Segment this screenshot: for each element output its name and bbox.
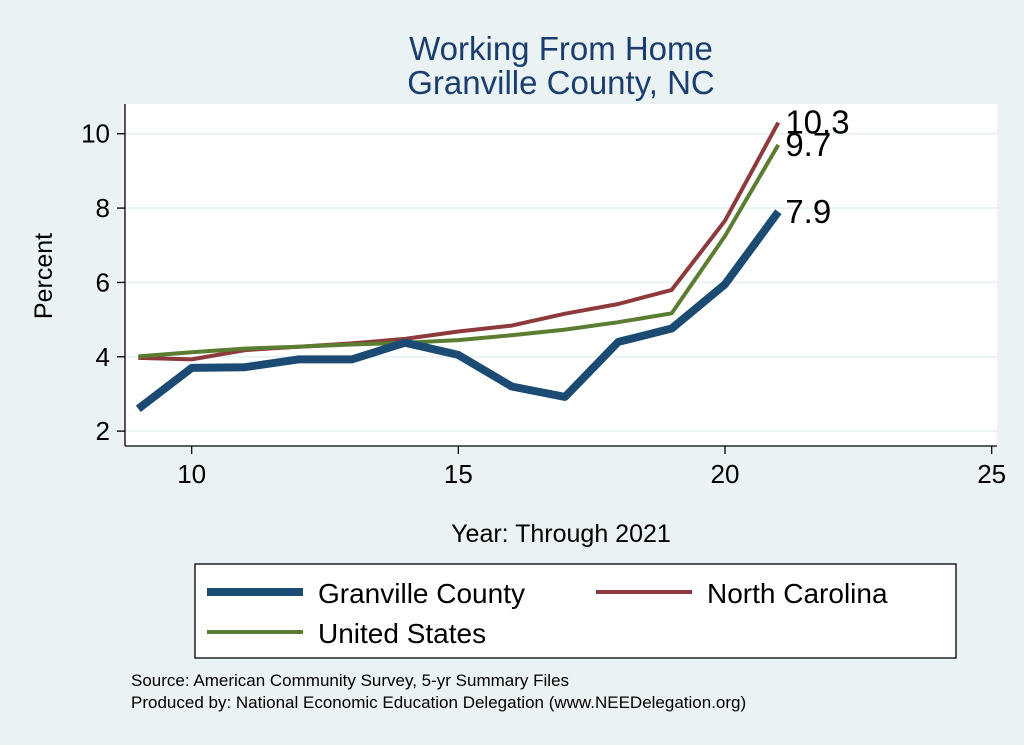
gridlines: [125, 132, 997, 433]
y-tick-label-2: 2: [96, 416, 110, 446]
x-axis-label: Year: Through 2021: [451, 520, 671, 548]
legend-box: [194, 563, 957, 659]
legend: Granville County North Carolina United Sta…: [207, 578, 888, 649]
y-axis-ticks: 2 4 6 8 10: [81, 119, 125, 446]
x-axis-ticks: 10 15 20 25: [177, 446, 1006, 489]
y-axis-label: Percent: [30, 233, 58, 319]
series-lines: [135, 121, 782, 412]
legend-label-united-states: United States: [318, 618, 486, 649]
legend-label-north-carolina: North Carolina: [707, 578, 888, 609]
end-label-granville-county: 7.9: [785, 193, 831, 230]
chart-title-line-2: Granville County, NC: [407, 64, 715, 101]
y-tick-label-10: 10: [81, 119, 110, 149]
legend-label-granville-county: Granville County: [318, 578, 525, 609]
end-label-north-carolina: 10.3: [785, 104, 849, 141]
y-tick-label-6: 6: [96, 267, 110, 297]
end-labels: 7.9 10.39.7: [785, 104, 849, 230]
producer-note: Produced by: National Economic Education…: [131, 693, 746, 712]
y-tick-label-4: 4: [96, 342, 110, 372]
x-tick-label-20: 20: [711, 459, 740, 489]
x-tick-label-15: 15: [444, 459, 473, 489]
x-tick-label-10: 10: [177, 459, 206, 489]
source-note: Source: American Community Survey, 5-yr …: [131, 671, 569, 690]
chart-title-line-1: Working From Home: [409, 30, 713, 67]
y-tick-label-8: 8: [96, 193, 110, 223]
x-tick-label-25: 25: [977, 459, 1006, 489]
end-label-united-states: 9.7: [785, 126, 831, 163]
plot-area: [125, 104, 997, 446]
